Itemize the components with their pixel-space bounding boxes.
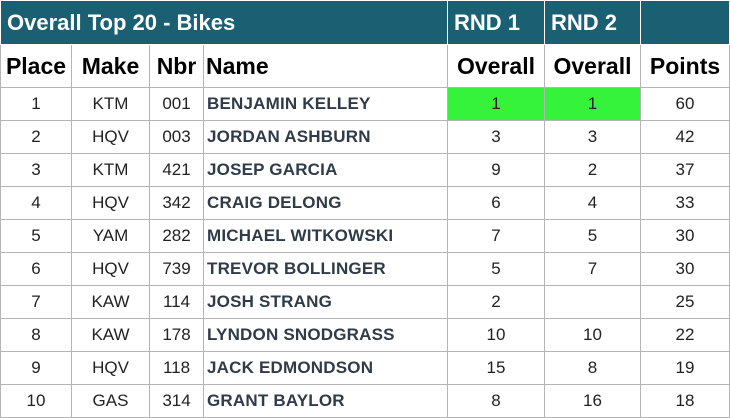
title-row: Overall Top 20 - Bikes RND 1 RND 2: [0, 0, 730, 45]
table-row: 8 KAW 178 LYNDON SNODGRASS 10 10 22: [0, 318, 730, 352]
round-2-overall-cell: 7: [544, 252, 641, 286]
points-cell: 42: [640, 120, 730, 154]
round-1-overall-cell: 3: [447, 120, 545, 154]
place-cell: 10: [0, 384, 72, 418]
place-cell: 5: [0, 219, 72, 253]
round-2-overall-cell: [544, 285, 641, 319]
make-cell: HQV: [71, 252, 150, 286]
rider-name-cell: JACK EDMONDSON: [203, 351, 448, 385]
title-row-spacer: [640, 0, 730, 45]
place-cell: 9: [0, 351, 72, 385]
place-cell: 7: [0, 285, 72, 319]
points-cell: 25: [640, 285, 730, 319]
number-cell: 739: [149, 252, 204, 286]
round-2-overall-cell: 10: [544, 318, 641, 352]
round-1-overall-cell: 15: [447, 351, 545, 385]
points-cell: 30: [640, 252, 730, 286]
points-cell: 60: [640, 87, 730, 121]
round-1-overall-cell: 8: [447, 384, 545, 418]
table-row: 3 KTM 421 JOSEP GARCIA 9 2 37: [0, 153, 730, 187]
table-row: 10 GAS 314 GRANT BAYLOR 8 16 18: [0, 384, 730, 418]
table-row: 2 HQV 003 JORDAN ASHBURN 3 3 42: [0, 120, 730, 154]
number-cell: 003: [149, 120, 204, 154]
table-row: 4 HQV 342 CRAIG DELONG 6 4 33: [0, 186, 730, 220]
round-2-overall-cell: 16: [544, 384, 641, 418]
place-cell: 6: [0, 252, 72, 286]
number-cell: 118: [149, 351, 204, 385]
points-cell: 33: [640, 186, 730, 220]
number-cell: 114: [149, 285, 204, 319]
round-2-overall-cell: 4: [544, 186, 641, 220]
round-1-overall-cell: 10: [447, 318, 545, 352]
rider-name-cell: MICHAEL WITKOWSKI: [203, 219, 448, 253]
column-header-make: Make: [71, 44, 150, 88]
results-body: 1 KTM 001 BENJAMIN KELLEY 1 1 60 2 HQV 003 JORDAN …: [0, 87, 730, 418]
number-cell: 282: [149, 219, 204, 253]
number-cell: 342: [149, 186, 204, 220]
number-cell: 314: [149, 384, 204, 418]
rider-name-cell: LYNDON SNODGRASS: [203, 318, 448, 352]
round-1-overall-cell: 6: [447, 186, 545, 220]
round-1-overall-cell: 9: [447, 153, 545, 187]
round-2-overall-cell: 8: [544, 351, 641, 385]
make-cell: KAW: [71, 318, 150, 352]
place-cell: 3: [0, 153, 72, 187]
round-1-header: RND 1: [447, 0, 545, 45]
round-1-overall-cell: 5: [447, 252, 545, 286]
round-1-overall-cell: 7: [447, 219, 545, 253]
round-2-header: RND 2: [544, 0, 641, 45]
column-header-rnd2-overall: Overall: [544, 44, 641, 88]
round-1-overall-cell: 1: [447, 87, 545, 121]
points-cell: 22: [640, 318, 730, 352]
number-cell: 001: [149, 87, 204, 121]
table-title: Overall Top 20 - Bikes: [0, 0, 448, 45]
table-row: 5 YAM 282 MICHAEL WITKOWSKI 7 5 30: [0, 219, 730, 253]
make-cell: HQV: [71, 120, 150, 154]
rider-name-cell: CRAIG DELONG: [203, 186, 448, 220]
place-cell: 8: [0, 318, 72, 352]
column-header-nbr: Nbr: [149, 44, 204, 88]
column-header-name: Name: [203, 44, 448, 88]
table-row: 1 KTM 001 BENJAMIN KELLEY 1 1 60: [0, 87, 730, 121]
table-row: 6 HQV 739 TREVOR BOLLINGER 5 7 30: [0, 252, 730, 286]
rider-name-cell: JORDAN ASHBURN: [203, 120, 448, 154]
rider-name-cell: JOSEP GARCIA: [203, 153, 448, 187]
make-cell: HQV: [71, 351, 150, 385]
rider-name-cell: TREVOR BOLLINGER: [203, 252, 448, 286]
points-cell: 18: [640, 384, 730, 418]
round-1-overall-cell: 2: [447, 285, 545, 319]
number-cell: 178: [149, 318, 204, 352]
table-row: 7 KAW 114 JOSH STRANG 2 25: [0, 285, 730, 319]
points-cell: 30: [640, 219, 730, 253]
number-cell: 421: [149, 153, 204, 187]
make-cell: KTM: [71, 87, 150, 121]
make-cell: HQV: [71, 186, 150, 220]
column-header-rnd1-overall: Overall: [447, 44, 545, 88]
round-2-overall-cell: 2: [544, 153, 641, 187]
rider-name-cell: JOSH STRANG: [203, 285, 448, 319]
place-cell: 1: [0, 87, 72, 121]
column-header-place: Place: [0, 44, 72, 88]
place-cell: 4: [0, 186, 72, 220]
table-row: 9 HQV 118 JACK EDMONDSON 15 8 19: [0, 351, 730, 385]
column-header-points: Points: [640, 44, 730, 88]
make-cell: YAM: [71, 219, 150, 253]
make-cell: KAW: [71, 285, 150, 319]
rider-name-cell: BENJAMIN KELLEY: [203, 87, 448, 121]
place-cell: 2: [0, 120, 72, 154]
rider-name-cell: GRANT BAYLOR: [203, 384, 448, 418]
round-2-overall-cell: 3: [544, 120, 641, 154]
points-cell: 37: [640, 153, 730, 187]
column-header-row: Place Make Nbr Name Overall Overall Poin…: [0, 44, 730, 88]
points-cell: 19: [640, 351, 730, 385]
round-2-overall-cell: 5: [544, 219, 641, 253]
make-cell: KTM: [71, 153, 150, 187]
round-2-overall-cell: 1: [544, 87, 641, 121]
make-cell: GAS: [71, 384, 150, 418]
